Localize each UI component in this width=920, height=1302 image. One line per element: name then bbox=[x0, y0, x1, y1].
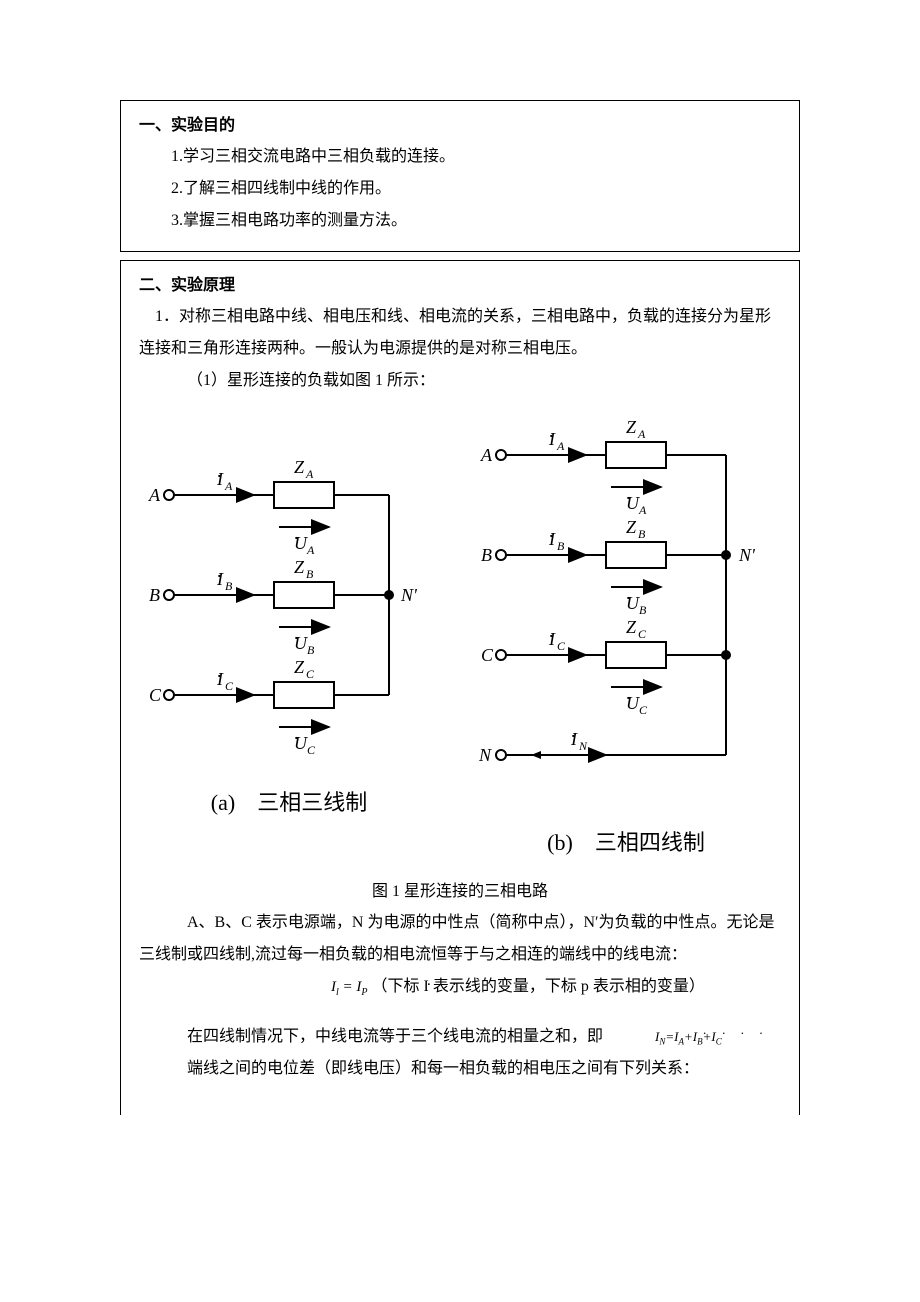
svg-text:.: . bbox=[626, 583, 631, 603]
svg-text:B: B bbox=[307, 643, 315, 657]
svg-text:A: A bbox=[224, 479, 233, 493]
section-principle: 二、实验原理 1．对称三相电路中线、相电压和线、相电流的关系，三相电路中，负载的… bbox=[120, 260, 800, 1115]
svg-text:A: A bbox=[480, 445, 493, 465]
svg-text:B: B bbox=[225, 579, 233, 593]
section-principle-title: 二、实验原理 bbox=[139, 271, 781, 295]
section-purpose: 一、实验目的 1.学习三相交流电路中三相负载的连接。 2.了解三相四线制中线的作… bbox=[120, 100, 800, 252]
svg-text:C: C bbox=[481, 645, 494, 665]
svg-text:Z: Z bbox=[626, 417, 637, 437]
svg-text:.: . bbox=[294, 723, 299, 743]
svg-text:N': N' bbox=[400, 585, 418, 605]
svg-text:B: B bbox=[639, 603, 647, 617]
principle-p1: 1．对称三相电路中线、相电压和线、相电流的关系，三相电路中，负载的连接分为星形连… bbox=[139, 301, 781, 365]
svg-text:C: C bbox=[225, 679, 234, 693]
svg-text:B: B bbox=[638, 527, 646, 541]
svg-text:.: . bbox=[217, 661, 222, 681]
formula-1: I.l = I.P bbox=[235, 972, 368, 1003]
svg-text:N: N bbox=[578, 739, 588, 753]
figure-b-col: A IA . ZA UA . B bbox=[471, 415, 781, 857]
svg-text:A: A bbox=[638, 503, 647, 517]
svg-text:B: B bbox=[149, 585, 160, 605]
svg-text:C: C bbox=[307, 743, 316, 757]
svg-text:B: B bbox=[481, 545, 492, 565]
svg-text:.: . bbox=[294, 523, 299, 543]
figure-a-svg: A IA . ZA UA . B bbox=[139, 455, 439, 775]
svg-text:C: C bbox=[306, 667, 315, 681]
svg-text:B: B bbox=[557, 539, 565, 553]
svg-text:A: A bbox=[148, 485, 161, 505]
figure-b-svg: A IA . ZA UA . B bbox=[471, 415, 781, 815]
svg-text:Z: Z bbox=[294, 657, 305, 677]
section-purpose-title: 一、实验目的 bbox=[139, 111, 781, 135]
svg-text:.: . bbox=[626, 683, 631, 703]
svg-text:.: . bbox=[626, 483, 631, 503]
principle-p2: （1）星形连接的负载如图 1 所示： bbox=[139, 365, 781, 397]
page: 一、实验目的 1.学习三相交流电路中三相负载的连接。 2.了解三相四线制中线的作… bbox=[0, 0, 920, 1183]
principle-p3: A、B、C 表示电源端，N 为电源的中性点（简称中点），N′为负载的中性点。无论… bbox=[139, 907, 781, 971]
figure-a-col: A IA . ZA UA . B bbox=[139, 455, 439, 817]
svg-text:.: . bbox=[217, 461, 222, 481]
formula-1-line: I.l = I.P （下标 I 表示线的变量，下标 p 表示相的变量） bbox=[139, 971, 781, 1003]
svg-text:.: . bbox=[217, 561, 222, 581]
svg-text:.: . bbox=[549, 621, 554, 641]
figure-b-caption: (b) 三相四线制 bbox=[547, 825, 705, 857]
formula-2: I.N=I.A+I.B+I.C bbox=[607, 1024, 722, 1051]
svg-text:A: A bbox=[637, 427, 646, 441]
svg-text:A: A bbox=[556, 439, 565, 453]
svg-text:.: . bbox=[294, 623, 299, 643]
purpose-item-2: 2.了解三相四线制中线的作用。 bbox=[139, 173, 781, 205]
svg-text:Z: Z bbox=[626, 617, 637, 637]
svg-text:.: . bbox=[571, 721, 576, 741]
svg-text:C: C bbox=[639, 703, 648, 717]
svg-text:.: . bbox=[549, 521, 554, 541]
figure-row: A IA . ZA UA . B bbox=[139, 415, 781, 857]
svg-text:C: C bbox=[557, 639, 566, 653]
svg-text:N: N bbox=[478, 745, 492, 765]
figure-a-caption: (a) 三相三线制 bbox=[211, 785, 367, 817]
svg-text:A: A bbox=[305, 467, 314, 481]
svg-text:Z: Z bbox=[294, 457, 305, 477]
purpose-item-1: 1.学习三相交流电路中三相负载的连接。 bbox=[139, 141, 781, 173]
svg-text:Z: Z bbox=[294, 557, 305, 577]
svg-text:C: C bbox=[638, 627, 647, 641]
svg-text:C: C bbox=[149, 685, 162, 705]
svg-text:.: . bbox=[549, 421, 554, 441]
principle-p4: 在四线制情况下，中线电流等于三个线电流的相量之和，即 I.N=I.A+I.B+I… bbox=[139, 1021, 781, 1053]
svg-text:B: B bbox=[306, 567, 314, 581]
svg-text:Z: Z bbox=[626, 517, 637, 537]
principle-p5: 端线之间的电位差（即线电压）和每一相负载的相电压之间有下列关系： bbox=[139, 1053, 781, 1085]
svg-text:N': N' bbox=[738, 545, 756, 565]
principle-p4-text: 在四线制情况下，中线电流等于三个线电流的相量之和，即 bbox=[187, 1028, 603, 1045]
svg-text:A: A bbox=[306, 543, 315, 557]
purpose-item-3: 3.掌握三相电路功率的测量方法。 bbox=[139, 205, 781, 237]
figure-main-caption: 图 1 星形连接的三相电路 bbox=[139, 877, 781, 901]
